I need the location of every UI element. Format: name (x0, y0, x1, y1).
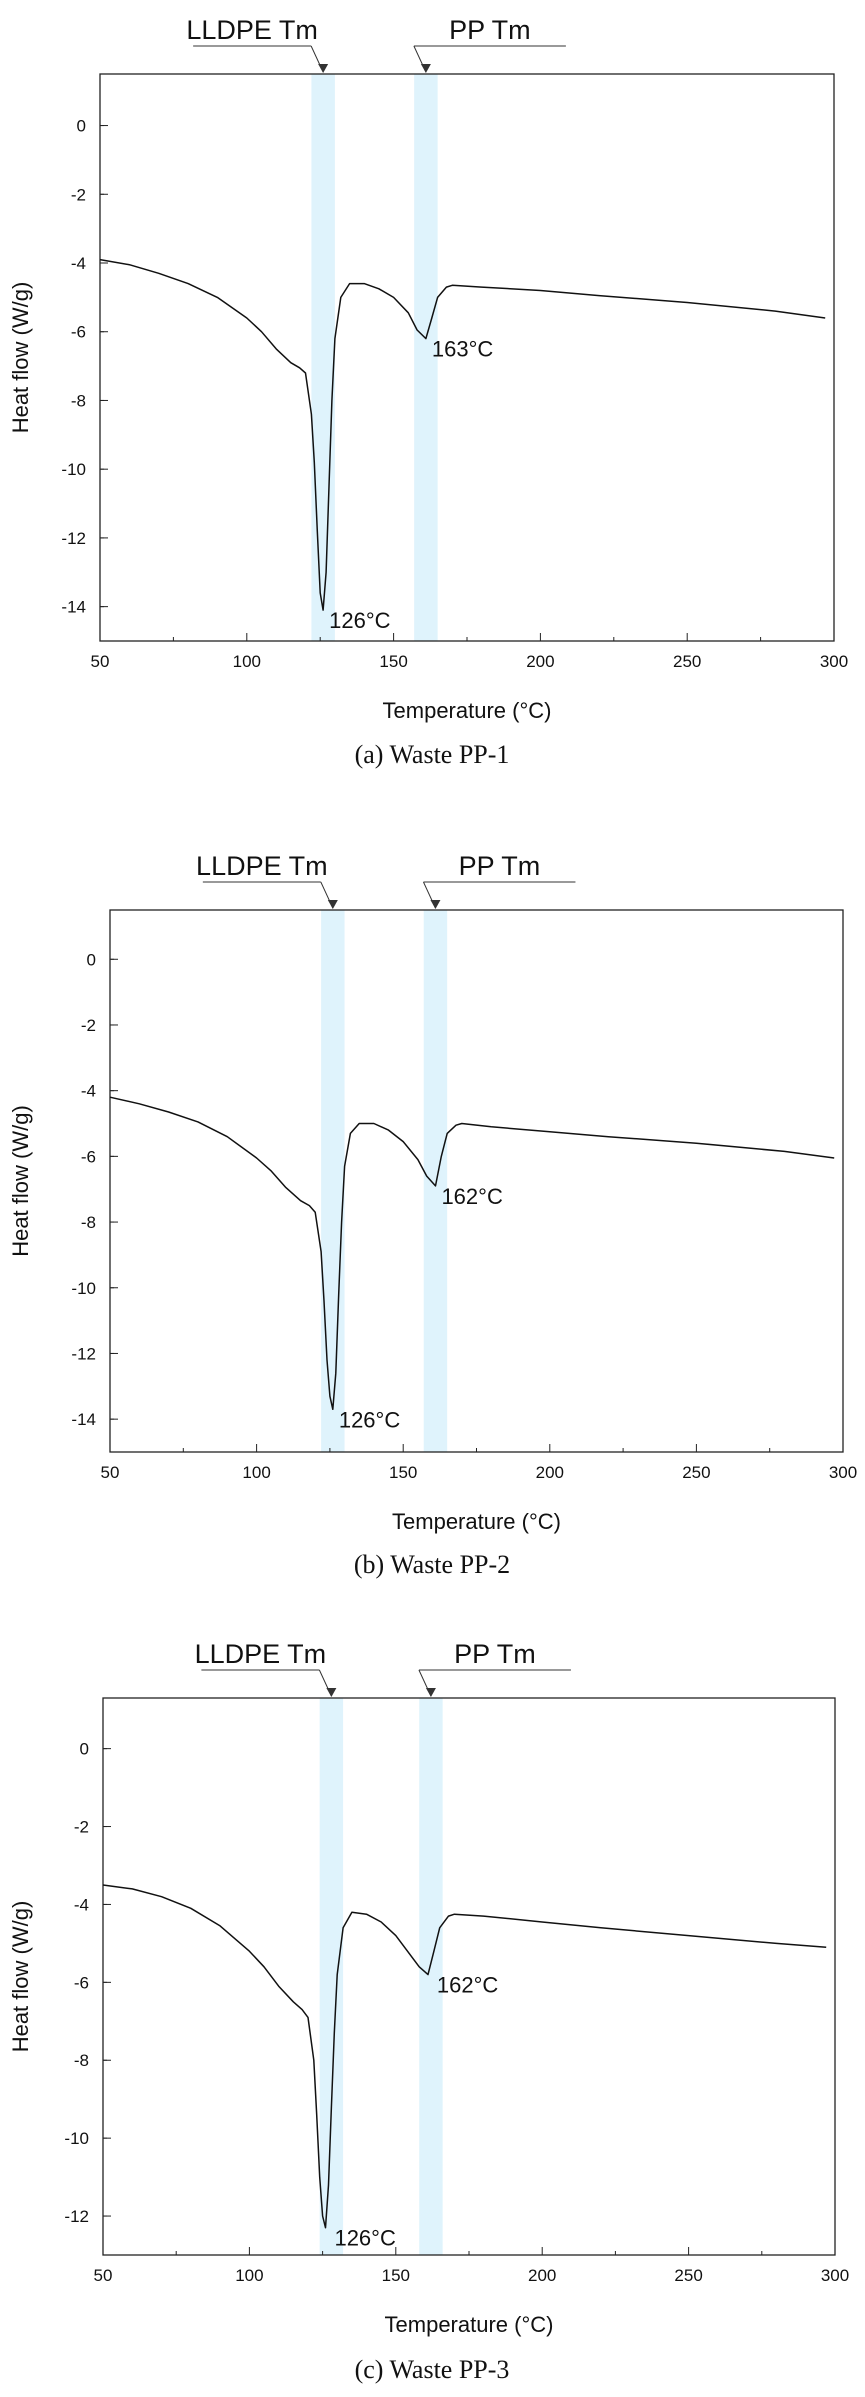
melt-band-lldpe (321, 910, 345, 1452)
band-label: LLDPE Tm (195, 1639, 327, 1669)
peak-label: 162°C (441, 1184, 503, 1209)
x-tick-label: 150 (389, 1463, 417, 1482)
peak-label: 126°C (334, 2226, 396, 2251)
callout-arrowhead (326, 1688, 337, 1697)
y-tick-label: -10 (71, 1279, 96, 1298)
x-axis-title: Temperature (°C) (392, 1509, 561, 1534)
callout-arrowhead (425, 1688, 436, 1697)
y-tick-label: -6 (81, 1147, 96, 1166)
x-tick-label: 250 (673, 652, 701, 671)
y-tick-label: -8 (71, 391, 86, 410)
x-tick-label: 200 (528, 2266, 556, 2285)
y-axis-title: Heat flow (W/g) (8, 1105, 33, 1257)
y-tick-label: 0 (87, 950, 96, 969)
y-tick-label: 0 (80, 1740, 89, 1759)
chart-panel-3: LLDPE Tm PP Tm 50 100 150 200 250 300 0 -2 -4 -6 -8 -… (8, 1639, 849, 2384)
band-label: PP Tm (449, 15, 531, 45)
y-tick-label: 0 (77, 117, 86, 136)
plot-frame (109, 909, 844, 1453)
x-tick-label: 100 (235, 2266, 263, 2285)
x-tick-label: 150 (382, 2266, 410, 2285)
band-label: PP Tm (454, 1639, 536, 1669)
y-tick-label: -10 (61, 460, 86, 479)
x-tick-label: 150 (379, 652, 407, 671)
series-line-1 (109, 1096, 835, 1411)
x-tick-label: 50 (94, 2266, 113, 2285)
y-tick-label: -2 (74, 1818, 89, 1837)
y-tick-label: -8 (74, 2051, 89, 2070)
panel-caption: (b) Waste PP-2 (354, 1550, 510, 1579)
y-tick-label: -4 (74, 1895, 89, 1914)
y-tick-label: -4 (71, 254, 86, 273)
x-tick-label: 200 (526, 652, 554, 671)
callout-arrowhead (420, 64, 431, 73)
y-axis-title: Heat flow (W/g) (8, 1901, 33, 2053)
x-tick-label: 50 (91, 652, 110, 671)
melt-band-pp (414, 74, 438, 641)
series-line-1 (102, 1884, 827, 2229)
x-tick-label: 50 (101, 1463, 120, 1482)
band-label: PP Tm (459, 851, 541, 881)
y-tick-label: -4 (81, 1082, 96, 1101)
callout-arrowhead (318, 64, 329, 73)
y-tick-label: -2 (81, 1016, 96, 1035)
y-tick-label: -12 (61, 529, 86, 548)
y-tick-label: -2 (71, 185, 86, 204)
melt-band-pp (419, 1698, 443, 2255)
chart-panel-1: LLDPE Tm PP Tm 50 100 150 200 250 300 0 -2 -4 -6 -8 -… (8, 15, 848, 769)
chart-panel-2: LLDPE Tm PP Tm 50 100 150 200 250 300 0 -2 -4 -6 -8 -… (8, 851, 857, 1579)
y-tick-label: -14 (61, 598, 86, 617)
x-axis-title: Temperature (°C) (385, 2312, 554, 2337)
y-tick-label: -14 (71, 1410, 96, 1429)
panel-caption: (c) Waste PP-3 (355, 2355, 510, 2384)
x-tick-label: 300 (821, 2266, 849, 2285)
series-line-1 (99, 258, 826, 611)
melt-band-lldpe (319, 1698, 344, 2255)
band-label: LLDPE Tm (196, 851, 328, 881)
band-label: LLDPE Tm (186, 15, 318, 45)
y-tick-label: -12 (71, 1344, 96, 1363)
melt-band-pp (423, 910, 448, 1452)
x-tick-label: 200 (536, 1463, 564, 1482)
peak-label: 126°C (339, 1407, 401, 1432)
callout-arrowhead (430, 900, 441, 909)
peak-label: 126°C (329, 608, 391, 633)
x-tick-label: 250 (682, 1463, 710, 1482)
peak-label: 163°C (432, 337, 494, 362)
y-axis-title: Heat flow (W/g) (8, 282, 33, 434)
x-tick-label: 100 (242, 1463, 270, 1482)
y-tick-label: -6 (71, 323, 86, 342)
callout-arrowhead (327, 900, 338, 909)
x-tick-label: 300 (820, 652, 848, 671)
panel-caption: (a) Waste PP-1 (355, 740, 510, 769)
peak-label: 162°C (437, 1973, 499, 1998)
y-tick-label: -6 (74, 1973, 89, 1992)
y-tick-label: -10 (64, 2129, 89, 2148)
melt-band-lldpe (311, 74, 335, 641)
x-axis-title: Temperature (°C) (383, 698, 552, 723)
y-tick-label: -8 (81, 1213, 96, 1232)
x-tick-label: 250 (674, 2266, 702, 2285)
x-tick-label: 300 (829, 1463, 857, 1482)
y-tick-label: -12 (64, 2207, 89, 2226)
x-tick-label: 100 (233, 652, 261, 671)
